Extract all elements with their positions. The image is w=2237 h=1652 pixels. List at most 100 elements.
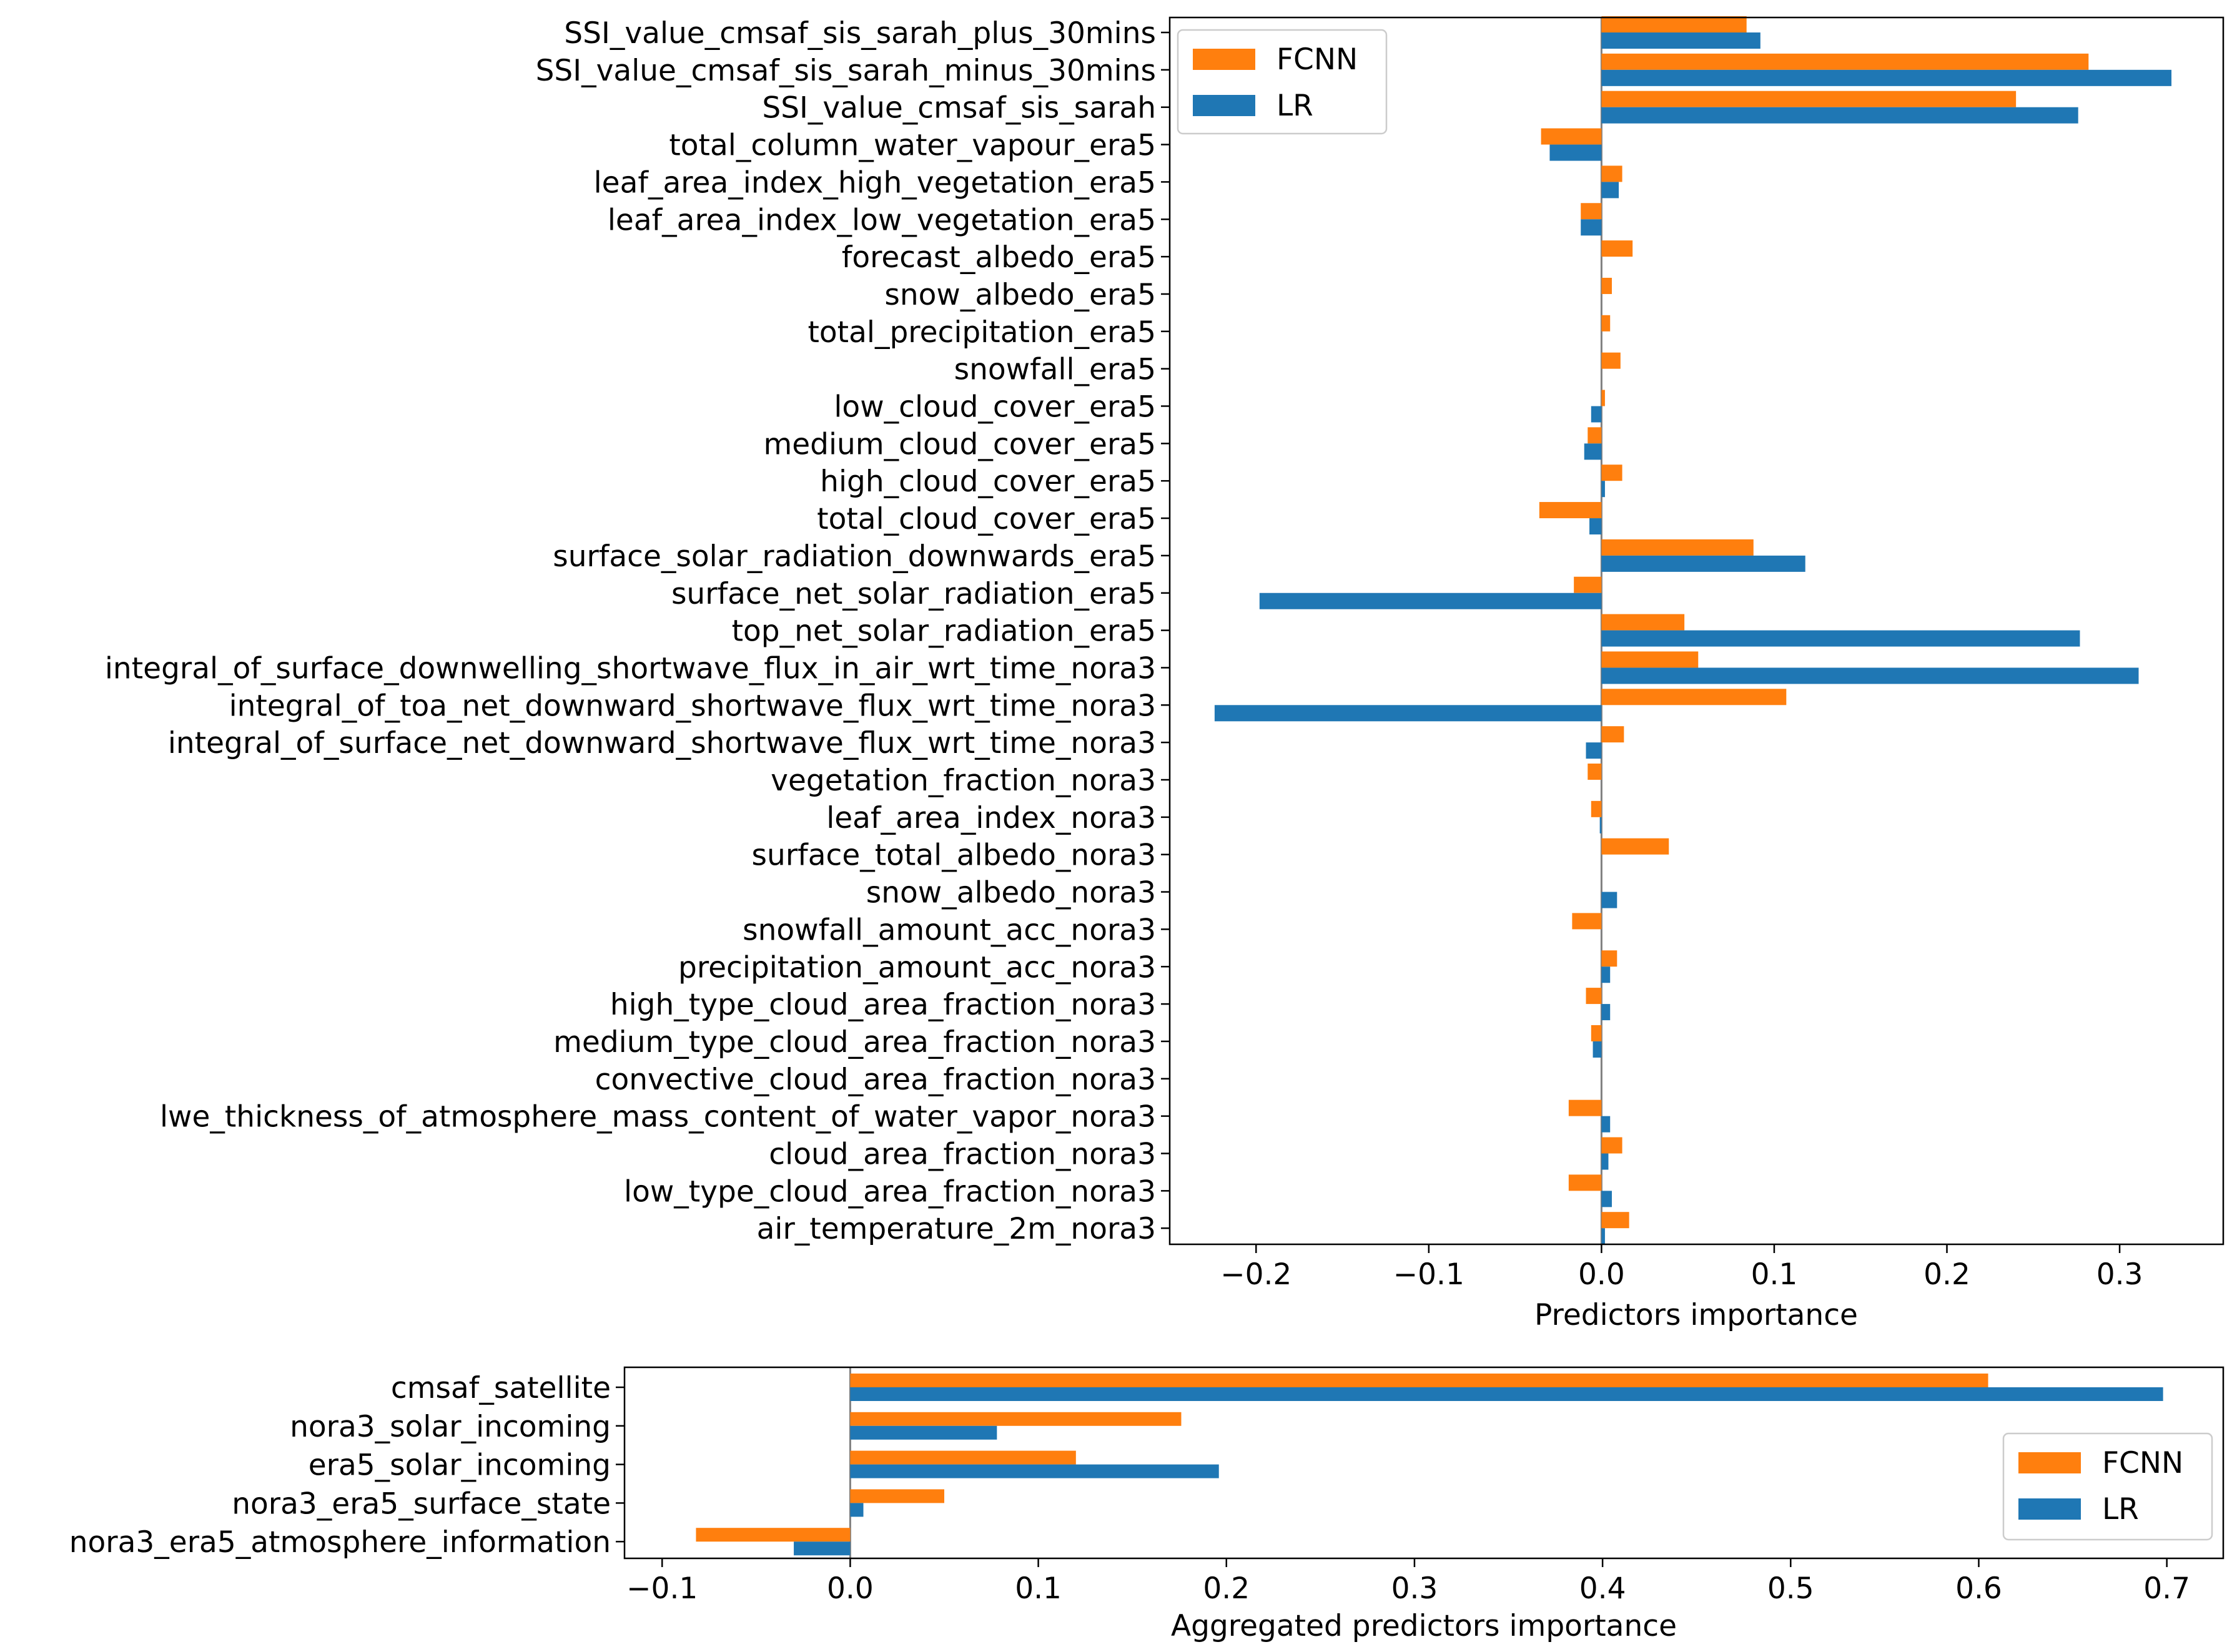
bar-fcnn: [696, 1528, 851, 1542]
y-tick-label: leaf_area_index_low_vegetation_era5: [608, 203, 1156, 237]
bar-fcnn: [1601, 277, 1612, 294]
bar-fcnn: [1601, 838, 1669, 855]
top-chart-panel: SSI_value_cmsaf_sis_sarah_plus_30minsSSI…: [105, 16, 2225, 1332]
x-tick-label: 0.5: [1767, 1571, 1814, 1606]
y-tick-label: total_column_water_vapour_era5: [669, 129, 1156, 163]
bar-fcnn: [1591, 800, 1602, 817]
x-tick-label: 0.1: [1015, 1571, 1062, 1606]
bar-fcnn: [1568, 1099, 1602, 1116]
bar-lr: [1599, 817, 1602, 833]
y-tick-label: high_type_cloud_area_fraction_nora3: [610, 988, 1156, 1022]
bar-lr: [850, 1464, 1219, 1478]
bar-fcnn: [1601, 16, 1747, 32]
y-tick-label: cloud_area_fraction_nora3: [769, 1138, 1156, 1172]
y-tick-label: nora3_solar_incoming: [290, 1410, 611, 1444]
x-tick-label: 0.6: [1955, 1571, 2002, 1606]
y-tick-label: lwe_thickness_of_atmosphere_mass_content…: [160, 1100, 1156, 1134]
bar-fcnn: [1601, 726, 1624, 743]
y-tick-label: integral_of_toa_net_downward_shortwave_f…: [229, 689, 1156, 723]
bar-fcnn: [850, 1450, 1076, 1465]
bar-lr: [1584, 443, 1602, 460]
y-tick-label: total_precipitation_era5: [807, 315, 1156, 350]
y-tick-label: precipitation_amount_acc_nora3: [678, 950, 1156, 985]
bar-fcnn: [1588, 764, 1602, 780]
legend-swatch-fcnn: [1193, 49, 1255, 70]
legend-label-lr: LR: [2102, 1492, 2139, 1527]
bottom-chart-panel: cmsaf_satellite nora3_solar_incoming era5_…: [69, 1366, 2225, 1643]
bar-lr: [1601, 107, 2078, 124]
bar-fcnn: [1601, 1137, 1622, 1154]
y-tick-label: top_net_solar_radiation_era5: [732, 614, 1156, 649]
bar-lr: [850, 1425, 997, 1440]
bar-fcnn: [1541, 128, 1602, 145]
bar-lr: [1549, 144, 1602, 161]
x-tick-label: −0.1: [1393, 1257, 1464, 1292]
bar-fcnn: [1601, 390, 1605, 406]
bar-lr: [1601, 481, 1605, 498]
y-tick-label: snow_albedo_nora3: [866, 876, 1156, 910]
y-tick-label: total_cloud_cover_era5: [817, 502, 1156, 536]
bar-lr: [1601, 555, 1805, 572]
x-tick-label: 0.3: [1391, 1571, 1438, 1606]
y-tick-label: integral_of_surface_net_downward_shortwa…: [168, 726, 1156, 760]
bar-lr: [1589, 518, 1602, 535]
bar-fcnn: [1601, 165, 1622, 182]
axes-frame: [623, 1366, 2225, 1560]
legend-label-fcnn: FCNN: [1277, 42, 1358, 77]
y-tick-label: cmsaf_satellite: [391, 1371, 611, 1405]
y-tick-label: SSI_value_cmsaf_sis_sarah_minus_30mins: [536, 54, 1156, 88]
bar-fcnn: [1601, 539, 1754, 556]
bar-lr: [1601, 182, 1619, 199]
y-tick-label: medium_type_cloud_area_fraction_nora3: [553, 1025, 1156, 1060]
bar-fcnn: [1586, 988, 1602, 1005]
y-tick-label: surface_solar_radiation_downwards_era5: [553, 539, 1156, 574]
bar-lr: [1601, 630, 2080, 647]
x-tick-label: 0.4: [1579, 1571, 1626, 1606]
bar-lr: [1601, 1004, 1611, 1021]
x-axis-label: Predictors importance: [1534, 1298, 1858, 1332]
bar-lr: [1601, 69, 2172, 86]
bar-fcnn: [850, 1412, 1182, 1426]
bar-fcnn: [1601, 352, 1621, 369]
x-tick-label: −0.1: [626, 1571, 698, 1606]
bar-lr: [1601, 966, 1611, 983]
axes-frame: [1168, 16, 2225, 1246]
y-tick-label: low_cloud_cover_era5: [834, 390, 1156, 425]
bar-fcnn: [1601, 240, 1633, 257]
bar-fcnn: [1601, 950, 1617, 967]
bar-fcnn: [1572, 913, 1602, 930]
y-tick-label: SSI_value_cmsaf_sis_sarah: [762, 91, 1156, 125]
legend: FCNN LR: [2002, 1432, 2213, 1541]
bar-fcnn: [850, 1374, 1988, 1387]
y-tick-label: snowfall_era5: [954, 353, 1156, 387]
x-tick-label: 0.0: [1578, 1257, 1625, 1292]
bar-lr: [794, 1541, 851, 1556]
legend-label-lr: LR: [1277, 89, 1313, 123]
x-tick-label: −0.2: [1220, 1257, 1291, 1292]
y-tick-label: medium_cloud_cover_era5: [763, 427, 1156, 461]
y-tick-label: low_type_cloud_area_fraction_nora3: [624, 1174, 1156, 1209]
bar-fcnn: [1601, 614, 1685, 631]
x-tick-label: 0.7: [2143, 1571, 2190, 1606]
x-tick-label: 0.3: [2096, 1257, 2143, 1292]
bar-fcnn: [1588, 427, 1602, 444]
y-tick-label: forecast_albedo_era5: [842, 240, 1156, 275]
bar-lr: [1601, 667, 2139, 684]
bar-lr: [1601, 1153, 1609, 1170]
bar-fcnn: [1539, 502, 1602, 519]
legend-label-fcnn: FCNN: [2102, 1446, 2183, 1480]
bar-fcnn: [1601, 315, 1611, 332]
bar-lr: [1214, 705, 1602, 722]
legend: FCNN LR: [1177, 29, 1388, 135]
bar-fcnn: [1601, 53, 2089, 70]
y-tick-label: nora3_era5_surface_state: [232, 1487, 611, 1521]
bar-fcnn: [1591, 1025, 1602, 1041]
bar-lr: [1591, 406, 1602, 423]
y-tick-label: snowfall_amount_acc_nora3: [743, 913, 1156, 947]
bar-lr: [1593, 1041, 1602, 1058]
bar-lr: [1601, 892, 1617, 908]
bar-fcnn: [1601, 1212, 1629, 1229]
bar-lr: [1601, 1116, 1611, 1133]
y-tick-label: SSI_value_cmsaf_sis_sarah_plus_30mins: [564, 16, 1156, 51]
